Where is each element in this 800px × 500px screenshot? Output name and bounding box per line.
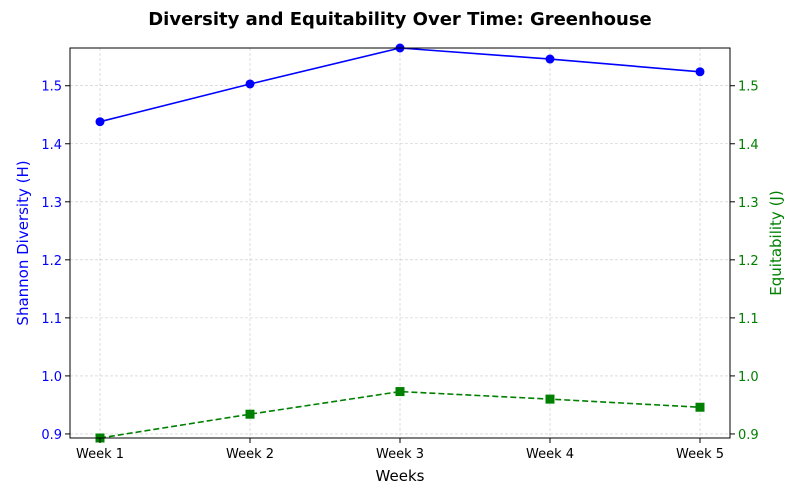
chart-title: Diversity and Equitability Over Time: Gr… bbox=[148, 9, 652, 30]
series-1-marker bbox=[245, 79, 255, 89]
series-2-marker bbox=[395, 387, 405, 397]
series-2-marker bbox=[695, 402, 705, 412]
y-right-tick-label: 1.5 bbox=[738, 80, 759, 95]
series-1-marker bbox=[545, 54, 555, 64]
y-left-tick-label: 1.2 bbox=[41, 254, 62, 269]
x-axis-label: Weeks bbox=[376, 467, 425, 485]
y-right-tick-label: 0.9 bbox=[738, 428, 759, 443]
grid bbox=[70, 48, 730, 438]
y-axis-label-right: Equitability (J) bbox=[767, 190, 785, 295]
series-line-2 bbox=[99, 390, 701, 439]
x-tick-label: Week 3 bbox=[376, 447, 424, 462]
tick-layer: Week 1 Week 2 Week 3 Week 4 Week 5 0.9 1.0 1.1 1… bbox=[41, 80, 758, 462]
x-tick-label: Week 2 bbox=[226, 447, 274, 462]
series-1-marker bbox=[695, 67, 705, 77]
x-tick-label: Week 1 bbox=[76, 447, 124, 462]
series-2-marker bbox=[245, 409, 255, 419]
y-right-tick-label: 1.4 bbox=[738, 138, 759, 153]
y-left-tick-label: 0.9 bbox=[41, 428, 62, 443]
x-tick-label: Week 5 bbox=[676, 447, 724, 462]
y-left-tick-label: 1.4 bbox=[41, 138, 62, 153]
y-left-tick-label: 1.3 bbox=[41, 196, 62, 211]
x-tick-label: Week 4 bbox=[526, 447, 574, 462]
y-right-tick-label: 1.3 bbox=[738, 196, 759, 211]
y-left-tick-label: 1.0 bbox=[41, 370, 62, 385]
series-1-marker bbox=[95, 117, 105, 127]
y-right-tick-label: 1.1 bbox=[738, 312, 759, 327]
y-left-tick-label: 1.5 bbox=[41, 80, 62, 95]
y-left-tick-label: 1.1 bbox=[41, 312, 62, 327]
y-right-tick-label: 1.0 bbox=[738, 370, 759, 385]
y-right-tick-label: 1.2 bbox=[738, 254, 759, 269]
y-axis-label-left: Shannon Diversity (H) bbox=[14, 160, 32, 325]
series-2-marker bbox=[545, 394, 555, 404]
